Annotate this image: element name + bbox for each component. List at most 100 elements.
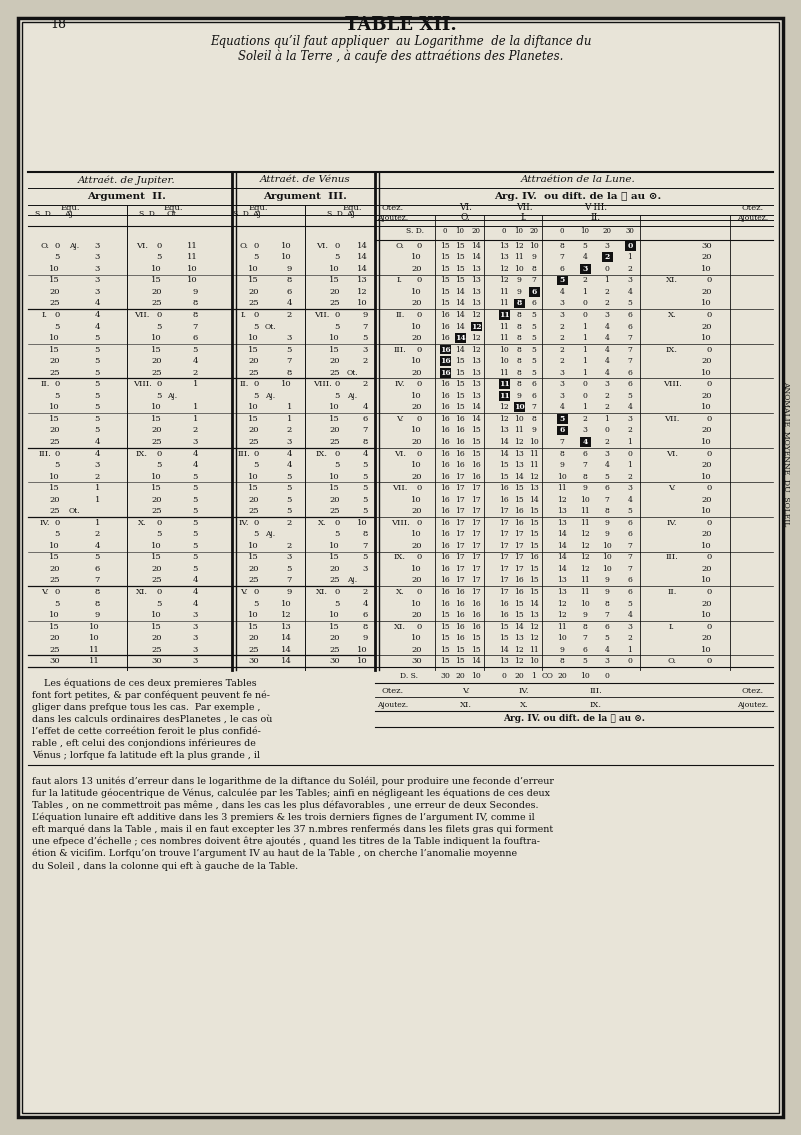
Bar	[498, 379, 509, 389]
Text: I.: I.	[397, 277, 403, 285]
Text: 10: 10	[248, 472, 259, 480]
Text: 2: 2	[287, 519, 292, 527]
Text: 17: 17	[471, 507, 481, 515]
Text: 11: 11	[580, 577, 590, 585]
Text: 12: 12	[514, 438, 524, 446]
Text: 10: 10	[412, 496, 422, 504]
Text: 3: 3	[363, 565, 368, 573]
Text: 10: 10	[90, 634, 100, 642]
Text: 25: 25	[151, 507, 162, 515]
Text: 5: 5	[582, 242, 587, 250]
Text: 16: 16	[440, 380, 450, 388]
Text: Ot.: Ot.	[68, 507, 80, 515]
Text: 0: 0	[605, 264, 610, 272]
Text: 14: 14	[471, 657, 481, 665]
Text: 9: 9	[582, 611, 587, 619]
Text: X.: X.	[668, 311, 676, 319]
Text: 10: 10	[529, 438, 539, 446]
Text: 3: 3	[363, 346, 368, 354]
Text: 3: 3	[560, 380, 565, 388]
Text: 8: 8	[517, 369, 521, 377]
Text: 4: 4	[627, 403, 633, 411]
Text: 15: 15	[455, 253, 465, 261]
Text: 15: 15	[455, 277, 465, 285]
Text: 11: 11	[580, 519, 590, 527]
Text: 8: 8	[517, 334, 521, 342]
Text: 20: 20	[702, 565, 712, 573]
Text: 15: 15	[514, 485, 524, 493]
Text: 0: 0	[582, 311, 587, 319]
Text: Argument  III.: Argument III.	[263, 192, 347, 201]
Text: 0: 0	[157, 449, 162, 457]
Text: 15: 15	[151, 346, 162, 354]
Text: 0: 0	[706, 657, 712, 665]
Text: 0: 0	[54, 519, 60, 527]
Text: 10: 10	[602, 541, 612, 549]
Text: 17: 17	[499, 541, 509, 549]
Text: 25: 25	[151, 300, 162, 308]
Text: 0: 0	[157, 380, 162, 388]
Text: 25: 25	[248, 507, 259, 515]
Text: 10: 10	[412, 634, 422, 642]
Text: Aj.: Aj.	[69, 242, 79, 250]
Text: 0: 0	[417, 623, 422, 631]
Text: 11: 11	[499, 369, 509, 377]
Text: 12: 12	[514, 646, 524, 654]
Text: 0: 0	[157, 242, 162, 250]
Text: 0: 0	[157, 311, 162, 319]
Text: 3: 3	[560, 392, 565, 400]
Text: O.: O.	[239, 242, 248, 250]
Text: 15: 15	[329, 415, 340, 423]
Text: 10: 10	[456, 227, 465, 235]
Text: 25: 25	[329, 646, 340, 654]
Text: 5: 5	[192, 554, 198, 562]
Text: 14: 14	[455, 311, 465, 319]
Text: 15: 15	[151, 623, 162, 631]
Text: 0: 0	[54, 242, 60, 250]
Text: 0: 0	[417, 588, 422, 596]
Text: 3: 3	[192, 646, 198, 654]
Text: 8: 8	[517, 311, 521, 319]
Text: 17: 17	[514, 565, 524, 573]
Text: 11: 11	[499, 300, 509, 308]
Text: 10: 10	[514, 227, 524, 235]
Text: 5: 5	[192, 472, 198, 480]
Text: 1: 1	[582, 369, 587, 377]
Text: 12: 12	[580, 554, 590, 562]
Text: 5: 5	[532, 369, 537, 377]
Text: étion & viciſim. Lorfqu’on trouve l’argument IV au haut de la Table , on cherche: étion & viciſim. Lorfqu’on trouve l’argu…	[32, 849, 517, 858]
Text: 17: 17	[455, 554, 465, 562]
Text: 7: 7	[192, 322, 198, 330]
Text: 3: 3	[627, 485, 633, 493]
Text: 10: 10	[702, 611, 712, 619]
Text: 15: 15	[499, 461, 509, 469]
Text: 15: 15	[49, 277, 60, 285]
Text: 17: 17	[455, 541, 465, 549]
Text: 15: 15	[529, 541, 539, 549]
Text: 15: 15	[471, 646, 481, 654]
Text: 25: 25	[151, 369, 162, 377]
Text: 7: 7	[627, 541, 633, 549]
Text: 15: 15	[514, 611, 524, 619]
Text: 6: 6	[582, 646, 587, 654]
Text: 10: 10	[602, 554, 612, 562]
Text: 14: 14	[557, 530, 567, 538]
Text: 5: 5	[627, 599, 633, 607]
Text: 8: 8	[582, 472, 587, 480]
Text: 0: 0	[335, 311, 340, 319]
Text: S. D.: S. D.	[406, 227, 424, 235]
Text: 5: 5	[192, 496, 198, 504]
Text: III.: III.	[238, 449, 251, 457]
Text: 11: 11	[580, 507, 590, 515]
Text: 3: 3	[95, 253, 100, 261]
Text: 7: 7	[582, 634, 587, 642]
Bar	[557, 276, 567, 285]
Text: 10: 10	[248, 403, 259, 411]
Text: 15: 15	[514, 496, 524, 504]
Text: 6: 6	[363, 415, 368, 423]
Text: 0: 0	[417, 415, 422, 423]
Text: 3: 3	[560, 300, 565, 308]
Text: 4: 4	[287, 449, 292, 457]
Text: 20: 20	[329, 565, 340, 573]
Text: 1: 1	[582, 346, 587, 354]
